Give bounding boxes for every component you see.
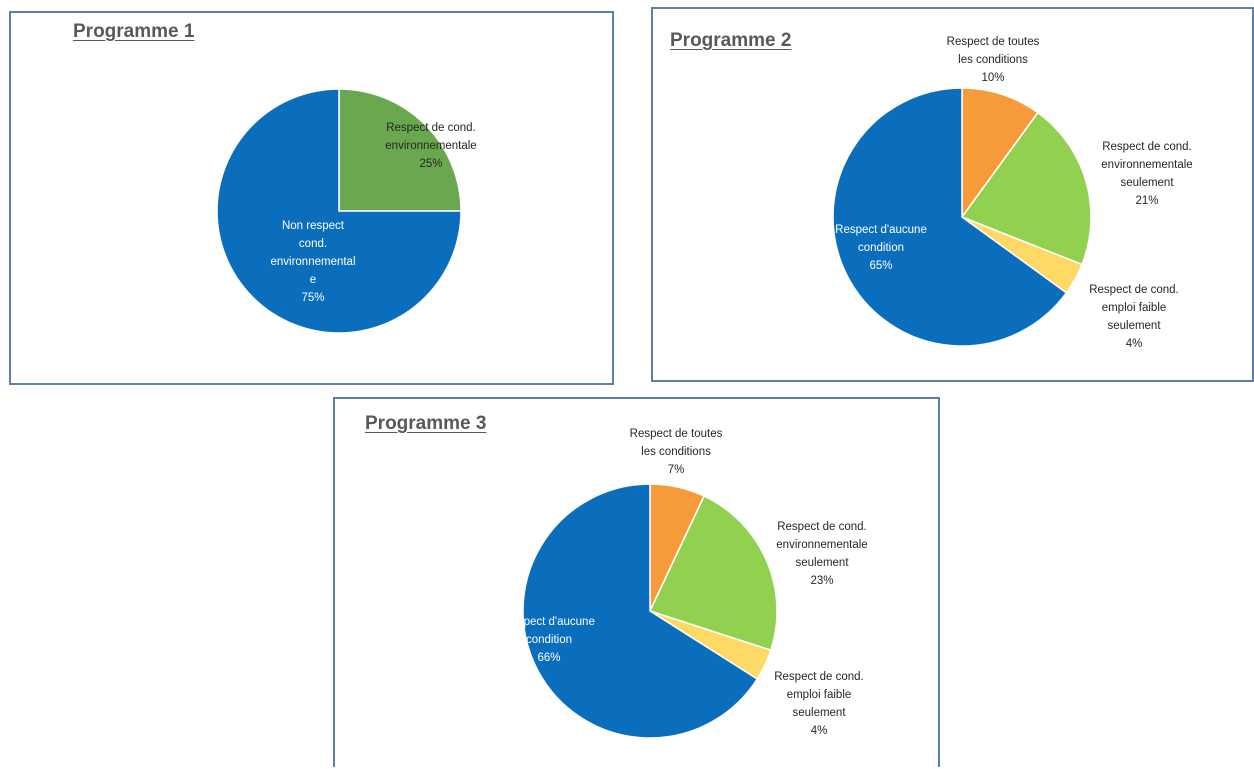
pie-slice — [338, 88, 462, 212]
slice-label-line: environnementale — [385, 140, 476, 152]
pie-slice — [960, 111, 1092, 266]
slice-label-line: seulement — [795, 557, 849, 569]
pie-slice — [648, 495, 778, 652]
slice-label-line: emploi faible — [1102, 302, 1167, 314]
slice-value-label: 10% — [981, 72, 1004, 84]
slice-label-line: les conditions — [641, 446, 711, 458]
slice-label-line: Respect de cond. — [1089, 284, 1179, 296]
slice-label-line: Respect de cond. — [386, 122, 476, 134]
slice-label-line: environnementale — [1101, 159, 1192, 171]
slice-value-label: 65% — [869, 260, 892, 272]
slice-label-line: seulement — [792, 707, 846, 719]
slice-label: Respect de cond. emploi faible seulement 4% — [1089, 284, 1179, 350]
slice-value-label: 4% — [811, 725, 828, 737]
chart-title: Programme 3 — [365, 413, 487, 434]
slice-label-line: Respect d'aucune — [503, 616, 595, 628]
pie-chart-programme-2: Respect de toutes les conditions 10%Respec… — [832, 36, 1193, 350]
slice-label: Respect d'aucune condition 65% — [835, 224, 927, 272]
chart-panel-programme-3: Programme 3 Respect de toutes les conditi… — [333, 397, 940, 767]
slice-label-line: Respect d'aucune — [835, 224, 927, 236]
slice-label: Non respect cond. environnemental e 75% — [270, 220, 355, 304]
slice-value-label: 21% — [1135, 195, 1158, 207]
slice-value-label: 4% — [1126, 338, 1143, 350]
slice-value-label: 23% — [810, 575, 833, 587]
slice-label-line: environnementale — [776, 539, 867, 551]
slice-label: Respect d'aucune condition 66% — [503, 616, 595, 664]
slice-label-line: condition — [526, 634, 572, 646]
slice-label-line: environnemental — [270, 256, 355, 268]
chart-title: Programme 2 — [670, 30, 792, 51]
pie-chart-programme-1: Respect de cond. environnementale 25%Non r… — [216, 88, 477, 334]
chart-panel-programme-1: Programme 1 Respect de cond. environnemen… — [9, 11, 614, 385]
slice-label-line: Respect de cond. — [774, 671, 864, 683]
chart-panel-programme-2: Programme 2 Respect de toutes les conditi… — [651, 7, 1254, 382]
slice-label-line: condition — [858, 242, 904, 254]
pie-slice — [522, 483, 759, 739]
chart-title: Programme 1 — [73, 21, 195, 42]
slice-value-label: 75% — [301, 292, 324, 304]
slice-label-line: seulement — [1107, 320, 1161, 332]
pie-chart-programme-3: Respect de toutes les conditions 7%Respect… — [503, 428, 868, 739]
slice-label: Respect de cond. emploi faible seulement 4% — [774, 671, 864, 737]
pie-slice — [832, 87, 1068, 347]
slice-label-line: Respect de toutes — [630, 428, 723, 440]
slice-label-line: Non respect — [282, 220, 345, 232]
slice-label: Respect de toutes les conditions 10% — [947, 36, 1040, 84]
slice-label-line: emploi faible — [787, 689, 852, 701]
slice-label-line: seulement — [1120, 177, 1174, 189]
pie-slice — [961, 87, 1039, 220]
slice-label: Respect de cond. environnementale seulemen… — [1101, 141, 1192, 207]
slice-label-line: Respect de cond. — [1102, 141, 1192, 153]
slice-label: Respect de cond. environnementale 25% — [385, 122, 476, 170]
slice-label: Respect de cond. environnementale seulemen… — [776, 521, 867, 587]
pie-slice — [216, 88, 462, 334]
slice-value-label: 66% — [537, 652, 560, 664]
slice-value-label: 7% — [668, 464, 685, 476]
slice-label: Respect de toutes les conditions 7% — [630, 428, 723, 476]
slice-label-line: cond. — [299, 238, 327, 250]
slice-label-line: les conditions — [958, 54, 1028, 66]
slice-label-line: e — [310, 274, 316, 286]
slice-label-line: Respect de cond. — [777, 521, 867, 533]
slice-label-line: Respect de toutes — [947, 36, 1040, 48]
slice-value-label: 25% — [419, 158, 442, 170]
